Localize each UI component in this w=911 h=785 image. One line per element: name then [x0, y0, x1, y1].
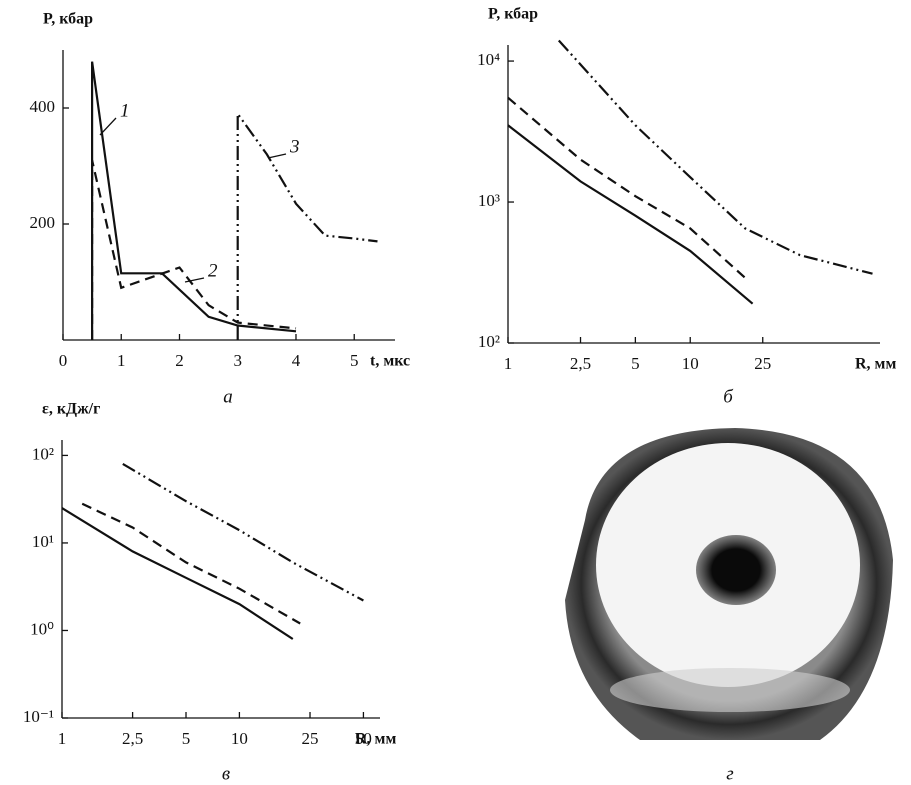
series-line	[507, 96, 746, 279]
caption: б	[723, 386, 734, 407]
y-tick-label: 10¹	[32, 532, 54, 551]
x-tick-label: 1	[117, 351, 126, 370]
crater	[696, 535, 776, 605]
series-line	[557, 39, 873, 275]
y-tick-label: 10⁻¹	[23, 707, 54, 726]
x-tick-label: 25	[302, 729, 319, 748]
series-line	[507, 124, 754, 305]
x-tick-label: 1	[504, 354, 513, 373]
x-axis-label: R, мм	[355, 731, 396, 748]
x-tick-label: 1	[58, 729, 67, 748]
caption: а	[223, 386, 233, 407]
series-line	[122, 462, 364, 602]
annotation: 2	[208, 260, 218, 281]
series-line	[81, 502, 301, 625]
y-tick-label: 200	[30, 213, 56, 232]
y-tick-label: 10⁰	[30, 619, 54, 638]
caption: в	[222, 763, 230, 784]
x-tick-label: 5	[350, 351, 359, 370]
y-tick-label: 10²	[32, 444, 54, 463]
x-tick-label: 3	[233, 351, 242, 370]
series-line	[91, 159, 297, 340]
x-axis-label: t, мкс	[370, 353, 410, 370]
annotation: 1	[120, 100, 130, 121]
x-tick-label: 50	[355, 729, 372, 748]
x-axis-label: R, мм	[855, 356, 896, 373]
photo	[565, 428, 893, 740]
x-tick-label: 5	[631, 354, 640, 373]
y-axis-label: ε, кДж/г	[42, 401, 100, 418]
x-tick-label: 5	[182, 729, 191, 748]
y-axis-label: P, кбар	[488, 6, 538, 23]
x-tick-label: 0	[59, 351, 68, 370]
x-tick-label: 25	[754, 354, 771, 373]
rim	[610, 668, 850, 712]
x-tick-label: 4	[292, 351, 301, 370]
x-tick-label: 2,5	[570, 354, 591, 373]
y-tick-label: 10²	[478, 332, 500, 351]
x-tick-label: 10	[231, 729, 248, 748]
series-line	[236, 110, 378, 340]
leader	[184, 277, 205, 283]
y-tick-label: 10³	[478, 191, 500, 210]
leader	[99, 117, 117, 136]
y-tick-label: 400	[30, 97, 56, 116]
annotation: 3	[289, 136, 300, 157]
series-line	[61, 507, 294, 640]
leader	[267, 153, 287, 159]
y-tick-label: 10⁴	[477, 50, 500, 69]
x-tick-label: 10	[682, 354, 699, 373]
y-axis-label: P, кбар	[43, 11, 93, 28]
caption: г	[726, 763, 733, 784]
x-tick-label: 2,5	[122, 729, 143, 748]
x-tick-label: 2	[175, 351, 184, 370]
